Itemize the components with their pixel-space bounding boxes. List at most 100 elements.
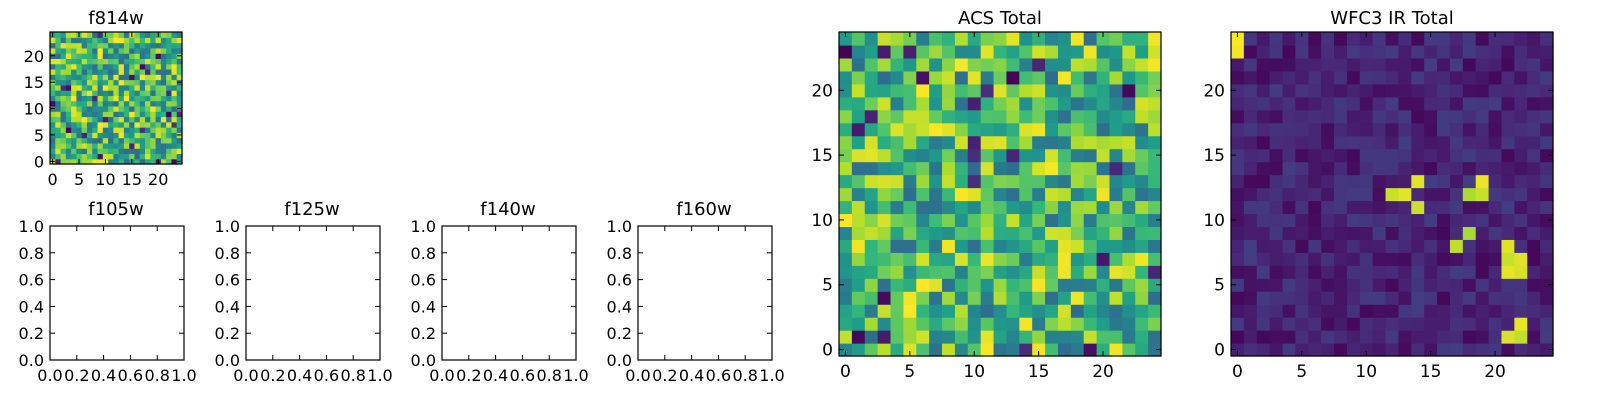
heatmap-cell xyxy=(150,105,157,112)
heatmap-cell xyxy=(160,121,167,128)
y-tick-label: 5 xyxy=(1214,276,1225,296)
heatmap-cell xyxy=(1231,161,1245,176)
heatmap-cell xyxy=(903,304,917,318)
heatmap-cell xyxy=(1256,148,1271,163)
heatmap-cell xyxy=(1295,44,1309,59)
heatmap-cell xyxy=(1295,32,1309,46)
heatmap-cell xyxy=(1321,239,1335,253)
heatmap-cell xyxy=(1514,44,1528,59)
heatmap-cell xyxy=(903,213,917,227)
heatmap-cell xyxy=(877,83,892,98)
heatmap-cell xyxy=(166,121,173,128)
heatmap-cell xyxy=(1514,213,1528,227)
heatmap-cell xyxy=(942,122,956,137)
heatmap-cell xyxy=(1096,226,1111,240)
heatmap-cell xyxy=(92,37,99,44)
heatmap-cell xyxy=(1045,122,1059,137)
heatmap-cell xyxy=(129,74,136,81)
heatmap-cell xyxy=(76,132,83,139)
heatmap-cell xyxy=(76,63,83,70)
heatmap-cell xyxy=(929,135,943,150)
heatmap-cell xyxy=(76,127,83,133)
heatmap-cell xyxy=(1475,83,1490,98)
heatmap-cell xyxy=(1148,239,1162,253)
heatmap-cell xyxy=(1006,122,1020,137)
heatmap-cell xyxy=(942,330,956,344)
heatmap-cell xyxy=(980,187,995,202)
heatmap-cell xyxy=(102,79,109,86)
heatmap-cell xyxy=(1256,161,1271,176)
heatmap-cell xyxy=(1308,343,1322,357)
heatmap-cell xyxy=(1359,96,1374,111)
heatmap-cell xyxy=(1398,96,1412,111)
heatmap-cell xyxy=(1032,44,1046,59)
y-tick-label: 15 xyxy=(1203,146,1225,166)
heatmap-cell xyxy=(118,116,125,123)
heatmap-cell xyxy=(1122,187,1136,202)
heatmap-cells xyxy=(1231,32,1554,357)
heatmap-cell xyxy=(60,105,67,112)
heatmap-cell xyxy=(1269,161,1284,176)
heatmap-cell xyxy=(903,343,917,357)
heatmap-cell xyxy=(1385,148,1400,163)
heatmap-cell xyxy=(851,265,866,279)
heatmap-cell xyxy=(171,42,178,49)
heatmap-cell xyxy=(1231,330,1245,344)
heatmap-cell xyxy=(1462,278,1477,292)
heatmap-cell xyxy=(1045,226,1059,240)
heatmap-cell xyxy=(1122,317,1136,331)
heatmap-cell xyxy=(1475,200,1490,215)
heatmap-cell xyxy=(166,95,173,102)
heatmap-cell xyxy=(118,127,125,133)
heatmap-cell xyxy=(1083,135,1098,150)
heatmap-cell xyxy=(1540,174,1554,189)
heatmap-cell xyxy=(1462,252,1477,266)
heatmap-cell xyxy=(1057,291,1072,305)
heatmap-cell xyxy=(903,148,917,163)
x-tick-label: 20 xyxy=(1092,362,1114,382)
heatmap-cell xyxy=(1501,317,1515,331)
heatmap-cell xyxy=(86,68,93,75)
heatmap-cell xyxy=(160,79,167,86)
heatmap-cell xyxy=(1514,161,1528,176)
heatmap-cell xyxy=(1269,187,1284,202)
y-tick-label: 0.8 xyxy=(19,244,44,263)
heatmap-cell xyxy=(155,68,162,75)
heatmap-cell xyxy=(1411,109,1425,124)
heatmap-cell xyxy=(1070,70,1085,85)
heatmap-cell xyxy=(1269,200,1284,215)
heatmap-cell xyxy=(129,148,136,155)
heatmap-cell xyxy=(139,153,146,160)
heatmap-cell xyxy=(1321,343,1335,357)
heatmap-cell xyxy=(1109,135,1123,150)
heatmap-cell xyxy=(1019,317,1033,331)
heatmap-cell xyxy=(113,121,120,128)
heatmap-cell xyxy=(1269,70,1284,85)
panel-title: f125w xyxy=(284,199,339,220)
heatmap-cell xyxy=(60,74,67,81)
heatmap-cell xyxy=(102,74,109,81)
heatmap-cell xyxy=(1346,291,1361,305)
heatmap-cell xyxy=(97,32,104,38)
heatmap-cell xyxy=(1488,174,1503,189)
heatmap-cell xyxy=(134,137,141,144)
heatmap-cell xyxy=(76,90,83,96)
heatmap-cell xyxy=(942,343,956,357)
heatmap-cell xyxy=(864,278,879,292)
heatmap-cell xyxy=(176,148,183,155)
heatmap-cell xyxy=(176,47,183,54)
heatmap-cell xyxy=(1256,265,1271,279)
heatmap-cell xyxy=(118,111,125,118)
heatmap-cell xyxy=(903,252,917,266)
heatmap-cell xyxy=(954,278,969,292)
heatmap-cell xyxy=(1148,278,1162,292)
heatmap-cell xyxy=(50,100,56,107)
heatmap-cell xyxy=(1148,174,1162,189)
heatmap-cell xyxy=(1308,187,1322,202)
heatmap-cell xyxy=(134,32,141,38)
heatmap-cell xyxy=(1501,265,1515,279)
heatmap-cell xyxy=(1070,239,1085,253)
heatmap-cell xyxy=(129,95,136,102)
heatmap-cell xyxy=(1269,109,1284,124)
